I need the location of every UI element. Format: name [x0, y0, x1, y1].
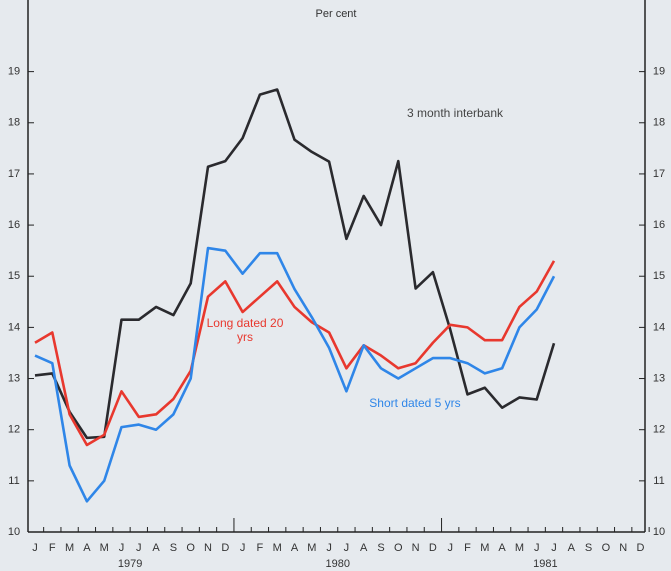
x-tick-label: M [273, 542, 282, 554]
year-label: 1979 [118, 558, 142, 570]
x-tick-label: N [619, 542, 627, 554]
y-tick-label: 14 [8, 321, 20, 333]
y2-tick-label: 14 [653, 321, 665, 333]
chart-title: Per cent [316, 8, 357, 20]
x-tick-label: J [240, 542, 246, 554]
series-label: Long dated 20 yrs [206, 316, 284, 344]
year-label: 1981 [533, 558, 557, 570]
x-tick-label: J [119, 542, 125, 554]
y2-tick-label: 12 [653, 424, 665, 436]
x-tick-label: J [534, 542, 540, 554]
x-tick-label: J [551, 542, 557, 554]
y2-tick-label: 13 [653, 372, 665, 384]
x-tick-label: M [307, 542, 316, 554]
x-tick-label: F [257, 542, 264, 554]
x-tick-label: O [186, 542, 195, 554]
x-tick-label: A [152, 542, 160, 554]
series-line [34, 246, 556, 503]
x-tick-label: J [326, 542, 332, 554]
series-label: 3 month interbank [406, 106, 504, 120]
y2-tick-label: 16 [653, 219, 665, 231]
x-tick-label: A [568, 542, 576, 554]
x-tick-label: N [204, 542, 212, 554]
x-tick-label: S [585, 542, 592, 554]
x-tick-label: J [136, 542, 142, 554]
x-tick-label: A [360, 542, 368, 554]
x-tick-label: A [291, 542, 299, 554]
y2-tick-label: 18 [653, 117, 665, 129]
x-tick-label: F [49, 542, 56, 554]
x-tick-label: M [480, 542, 489, 554]
x-tick-label: O [602, 542, 611, 554]
y2-tick-label: 11 [653, 475, 664, 487]
x-tick-label: M [515, 542, 524, 554]
x-tick-label: A [83, 542, 91, 554]
y-tick-label: 18 [8, 117, 20, 129]
year-label: 1980 [326, 558, 350, 570]
x-tick-label: J [447, 542, 453, 554]
y2-tick-label: 10 [653, 526, 665, 538]
x-tick-label: J [344, 542, 350, 554]
x-tick-label: A [498, 542, 506, 554]
y-tick-label: 19 [8, 66, 20, 78]
x-tick-label: O [394, 542, 403, 554]
series-line [34, 88, 556, 440]
y-tick-label: 17 [8, 168, 20, 180]
y-tick-label: 11 [8, 475, 19, 487]
y2-tick-label: 15 [653, 270, 665, 282]
y2-tick-label: 17 [653, 168, 665, 180]
x-tick-label: D [221, 542, 229, 554]
series-line [34, 260, 556, 447]
y-tick-label: 13 [8, 372, 20, 384]
x-tick-label: S [377, 542, 384, 554]
x-tick-label: J [32, 542, 38, 554]
series-label: Short dated 5 yrs [369, 396, 461, 410]
x-tick-label: D [637, 542, 645, 554]
y-tick-label: 15 [8, 270, 20, 282]
y-tick-label: 12 [8, 424, 20, 436]
x-tick-label: M [100, 542, 109, 554]
x-tick-label: S [170, 542, 177, 554]
x-tick-label: F [464, 542, 471, 554]
x-tick-label: D [429, 542, 437, 554]
x-tick-label: N [412, 542, 420, 554]
y2-tick-label: 19 [653, 66, 665, 78]
y-tick-label: 10 [8, 526, 20, 538]
y-tick-label: 16 [8, 219, 20, 231]
x-tick-label: M [65, 542, 74, 554]
